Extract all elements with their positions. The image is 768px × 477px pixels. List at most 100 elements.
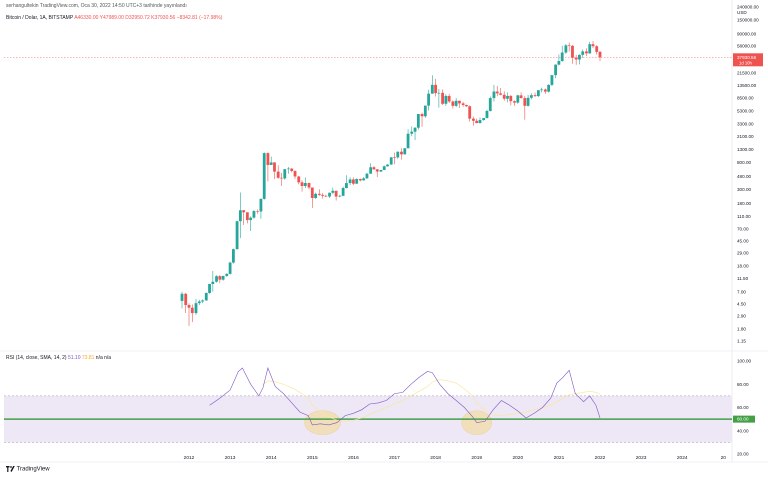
candle[interactable] [509,95,513,106]
candle[interactable] [273,162,276,179]
candle[interactable] [345,175,348,189]
candle[interactable] [581,49,585,58]
candle[interactable] [513,100,516,106]
candle[interactable] [300,180,304,192]
candle[interactable] [488,96,492,112]
candle[interactable] [321,193,324,199]
candle[interactable] [393,152,396,165]
candle[interactable] [423,105,427,118]
candlestick-series[interactable] [180,40,602,326]
candle[interactable] [211,270,215,292]
candle[interactable] [218,275,222,284]
candle[interactable] [259,198,263,219]
candle[interactable] [341,186,345,196]
candle[interactable] [560,45,564,62]
candle[interactable] [276,165,280,179]
candle[interactable] [523,95,527,120]
candle[interactable] [225,273,229,277]
candle[interactable] [441,89,444,105]
candle[interactable] [451,100,455,109]
candle[interactable] [567,42,571,52]
candle[interactable] [516,94,520,104]
candle[interactable] [231,248,235,264]
candle[interactable] [410,126,414,137]
rsi-legend[interactable]: RSI (14, close, SMA, 14, 2) 51.10 73.81 … [6,355,111,361]
candle[interactable] [252,210,256,219]
candle[interactable] [242,210,246,225]
candle[interactable] [519,92,523,99]
candle[interactable] [585,48,588,57]
rsi-axis[interactable]: 100.00 80.00 60.00 40.00 20.00 60.00 [733,359,755,457]
candle[interactable] [502,91,506,101]
candle[interactable] [324,194,328,198]
candle[interactable] [331,187,335,195]
candle[interactable] [447,93,451,103]
candle[interactable] [256,209,260,214]
candle[interactable] [389,156,393,165]
candle[interactable] [290,168,294,173]
candle[interactable] [328,192,331,198]
candle[interactable] [307,182,311,190]
candle[interactable] [495,86,499,97]
candle[interactable] [287,166,290,174]
candle[interactable] [434,78,437,97]
candle[interactable] [526,95,530,107]
candle[interactable] [557,54,561,66]
candle[interactable] [598,50,602,62]
candle[interactable] [201,299,204,304]
rsi-series[interactable] [4,367,732,426]
candle[interactable] [499,88,502,96]
candle[interactable] [478,117,482,124]
candle[interactable] [396,151,400,159]
candle[interactable] [204,292,208,301]
candle[interactable] [468,105,472,122]
candle[interactable] [334,190,338,201]
candle[interactable] [547,84,551,93]
candle[interactable] [533,92,537,97]
candle[interactable] [529,93,533,100]
candle[interactable] [465,104,468,108]
candle[interactable] [444,94,448,106]
rsi-sma-line[interactable] [262,379,601,422]
candle[interactable] [437,89,441,108]
candle[interactable] [472,116,475,126]
candle[interactable] [249,216,253,231]
candle[interactable] [372,166,376,170]
candle[interactable] [430,75,434,94]
candle[interactable] [314,192,317,200]
candle[interactable] [574,54,578,65]
candle[interactable] [184,292,188,314]
candle[interactable] [536,90,540,97]
candle[interactable] [382,165,386,171]
candle[interactable] [506,92,509,103]
candle[interactable] [317,189,321,196]
symbol-legend[interactable]: Bitcoin / Dolar, 1A, BITSTAMP A46330.00 … [6,15,222,21]
candle[interactable] [554,64,558,79]
candle[interactable] [348,177,352,186]
candle[interactable] [221,275,225,281]
candle[interactable] [571,45,574,64]
candle[interactable] [550,74,554,87]
candle[interactable] [416,113,420,130]
candle[interactable] [269,156,273,165]
candle[interactable] [238,192,242,239]
candle[interactable] [591,40,595,49]
candle[interactable] [406,129,410,149]
candle[interactable] [458,100,461,109]
candle[interactable] [228,261,232,275]
candle[interactable] [293,170,297,179]
time-axis[interactable]: 2012 2013 2014 2015 2016 2017 2018 2019 2020 2021… [184,455,727,461]
candle[interactable] [369,163,373,174]
candle[interactable] [303,177,307,188]
candle[interactable] [245,212,249,224]
candle[interactable] [180,291,184,309]
candle[interactable] [310,187,314,208]
candle[interactable] [194,298,198,315]
candle[interactable] [564,44,568,54]
candle[interactable] [386,164,389,167]
candle[interactable] [352,177,355,186]
candle[interactable] [492,84,496,102]
candle[interactable] [215,275,218,283]
candle[interactable] [482,117,486,121]
